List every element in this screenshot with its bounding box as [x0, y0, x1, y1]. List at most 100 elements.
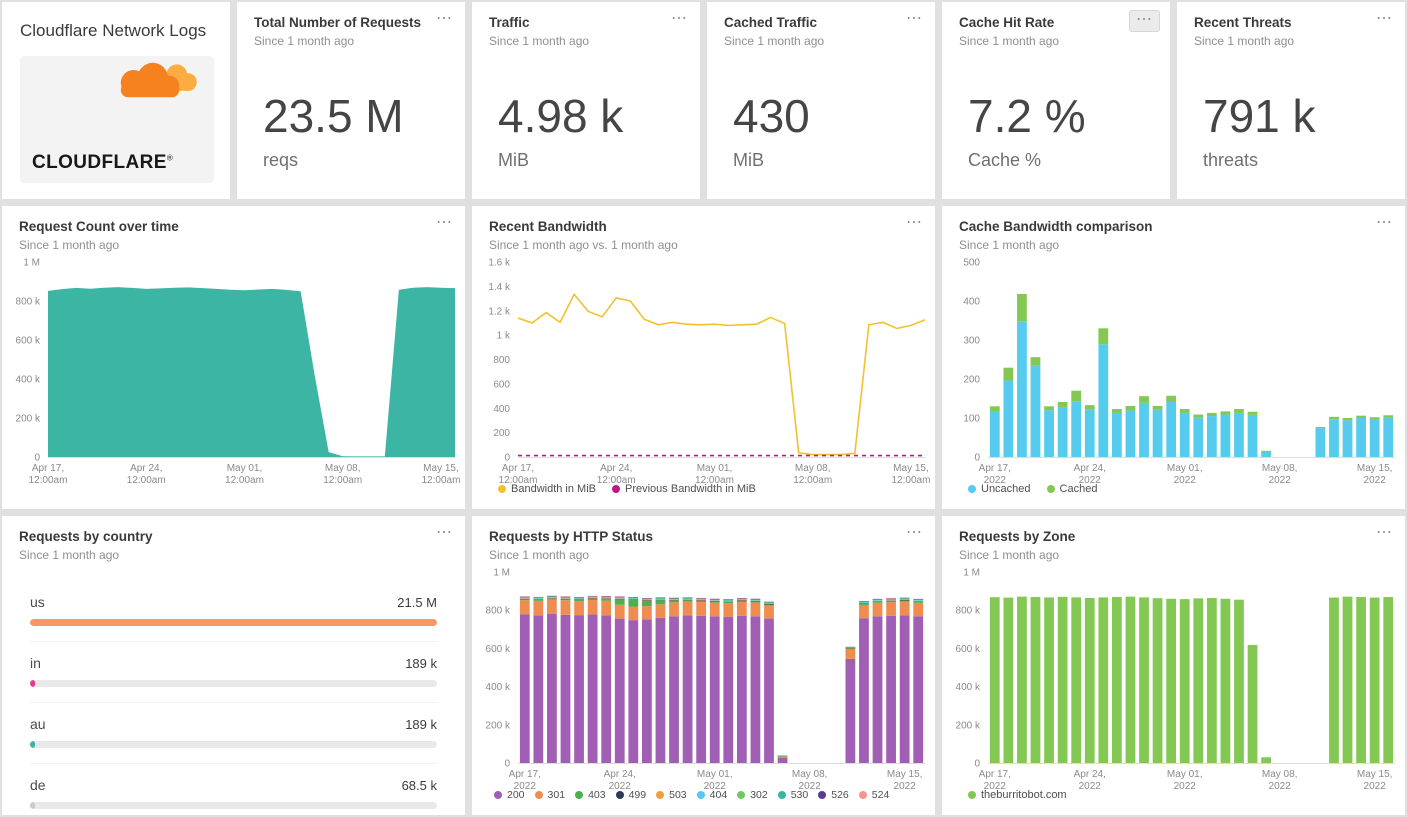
- stat-value: 791 k: [1203, 90, 1316, 142]
- requests-by-zone-chart[interactable]: 0 200 k 400 k 600 k 800 k 1 M Apr 17, 2022 Apr 2…: [942, 562, 1405, 792]
- svg-text:1.4 k: 1.4 k: [488, 282, 511, 293]
- legend-item[interactable]: 404: [696, 789, 728, 801]
- panel-cache-hit-rate: Cache Hit Rate Since 1 month ago ⋯ 7.2 %…: [942, 2, 1170, 199]
- legend-item[interactable]: 526: [818, 789, 849, 801]
- dashboard-title: Cloudflare Network Logs: [20, 21, 207, 40]
- legend-item[interactable]: theburritobot.com: [968, 789, 1067, 801]
- legend-label: 499: [628, 789, 647, 801]
- panel-menu-button[interactable]: ⋯: [906, 10, 923, 27]
- legend-item[interactable]: 503: [656, 789, 687, 801]
- cloudflare-logo: CLOUDFLARE®: [20, 56, 214, 183]
- legend-label: 301: [547, 789, 566, 801]
- svg-text:Apr 17,2022: Apr 17, 2022: [979, 463, 1011, 486]
- svg-text:600 k: 600 k: [956, 644, 981, 655]
- legend-label: 200: [507, 789, 525, 801]
- legend-item[interactable]: 301: [534, 789, 566, 801]
- http-status-chart[interactable]: 0 200 k 400 k 600 k 800 k 1 M Apr 17, 2022 Apr 2…: [472, 562, 935, 792]
- country-row: us 21.5 M: [30, 581, 437, 626]
- panel-requests-by-http-status: Requests by HTTP Status Since 1 month ag…: [472, 516, 935, 815]
- panel-subtitle: Since 1 month ago vs. 1 month ago: [489, 238, 678, 252]
- svg-text:May 01,2022: May 01, 2022: [697, 769, 733, 792]
- svg-text:200: 200: [493, 428, 510, 439]
- legend-label: 404: [709, 789, 728, 801]
- panel-menu-button[interactable]: ⋯: [1129, 10, 1160, 32]
- country-row: in 189 k: [30, 641, 437, 687]
- panel-subtitle: Since 1 month ago: [959, 34, 1060, 48]
- legend-item[interactable]: 524: [858, 789, 889, 801]
- svg-text:May 01,2022: May 01, 2022: [1167, 463, 1203, 486]
- panel-menu-button[interactable]: ⋯: [1376, 524, 1393, 541]
- panel-request-count: Request Count over time Since 1 month ag…: [2, 206, 465, 509]
- svg-text:1.6 k: 1.6 k: [488, 258, 511, 269]
- svg-text:600 k: 600 k: [486, 644, 511, 655]
- panel-title: Request Count over time: [19, 219, 179, 234]
- country-bar-track: [30, 619, 437, 626]
- country-bar-track: [30, 741, 437, 748]
- svg-text:May 08,2022: May 08, 2022: [1262, 769, 1298, 792]
- svg-text:800: 800: [493, 355, 510, 366]
- svg-text:May 15,2022: May 15, 2022: [1357, 769, 1393, 792]
- country-value: 68.5 k: [401, 778, 437, 793]
- panel-menu-button[interactable]: ⋯: [1376, 10, 1393, 27]
- panel-subtitle: Since 1 month ago: [1194, 34, 1295, 48]
- svg-text:600: 600: [493, 379, 510, 390]
- country-label: de: [30, 777, 46, 793]
- panel-menu-button[interactable]: ⋯: [436, 214, 453, 231]
- svg-text:300: 300: [963, 336, 980, 347]
- panel-menu-button[interactable]: ⋯: [906, 524, 923, 541]
- cache-bandwidth-chart[interactable]: 0 100 200 300 400 500 Apr 17, 2022 Apr 24, 2022 Ma…: [942, 252, 1405, 486]
- legend-item[interactable]: 200: [494, 789, 525, 801]
- panel-subtitle: Since 1 month ago: [489, 548, 590, 562]
- legend-dot-icon: [858, 791, 867, 799]
- svg-text:May 08,12:00am: May 08, 12:00am: [793, 463, 832, 486]
- legend-item[interactable]: 499: [615, 789, 647, 801]
- legend-item[interactable]: Bandwidth in MiB: [498, 483, 596, 495]
- panel-menu-button[interactable]: ⋯: [436, 10, 453, 27]
- svg-text:Apr 17,12:00am: Apr 17, 12:00am: [29, 463, 68, 486]
- stat-unit: MiB: [733, 150, 764, 170]
- stat-unit: Cache %: [968, 150, 1042, 170]
- panel-requests-by-zone: Requests by Zone Since 1 month ago ⋯ 0 20…: [942, 516, 1405, 815]
- svg-text:May 15,2022: May 15, 2022: [887, 769, 923, 792]
- legend-item[interactable]: 403: [575, 789, 606, 801]
- legend-item[interactable]: Cached: [1046, 483, 1097, 495]
- panel-subtitle: Since 1 month ago: [959, 238, 1060, 252]
- panel-menu-button[interactable]: ⋯: [1376, 214, 1393, 231]
- legend-dot-icon: [737, 791, 746, 799]
- svg-text:400: 400: [963, 297, 980, 308]
- svg-text:Apr 17,2022: Apr 17, 2022: [509, 769, 541, 792]
- svg-text:Apr 24,2022: Apr 24, 2022: [1074, 463, 1106, 486]
- panel-menu-button[interactable]: ⋯: [906, 214, 923, 231]
- chart-legend: Bandwidth in MiB Previous Bandwidth in Mi…: [472, 479, 935, 509]
- svg-text:May 15,12:00am: May 15, 12:00am: [422, 463, 461, 486]
- legend-dot-icon: [696, 791, 705, 799]
- legend-item[interactable]: Uncached: [968, 483, 1031, 495]
- panel-menu-button[interactable]: ⋯: [671, 10, 688, 27]
- country-value: 189 k: [405, 656, 437, 671]
- panel-menu-button[interactable]: ⋯: [436, 524, 453, 541]
- legend-label: theburritobot.com: [981, 789, 1067, 801]
- svg-text:800 k: 800 k: [16, 297, 41, 308]
- panel-traffic: Traffic Since 1 month ago ⋯ 4.98 k MiB: [472, 2, 700, 199]
- svg-text:May 08,12:00am: May 08, 12:00am: [323, 463, 362, 486]
- middle-row: Request Count over time Since 1 month ag…: [2, 206, 1405, 509]
- country-value: 189 k: [405, 717, 437, 732]
- cloudflare-wordmark: CLOUDFLARE®: [32, 152, 174, 173]
- legend-label: 503: [669, 789, 687, 801]
- legend-item[interactable]: Previous Bandwidth in MiB: [612, 483, 756, 495]
- stat-unit: MiB: [498, 150, 529, 170]
- country-row: de 68.5 k: [30, 763, 437, 809]
- legend-item[interactable]: 530: [777, 789, 808, 801]
- legend-dot-icon: [1046, 485, 1055, 493]
- legend-label: Bandwidth in MiB: [511, 483, 596, 495]
- legend-label: Previous Bandwidth in MiB: [625, 483, 756, 495]
- bottom-row: Requests by country Since 1 month ago ⋯ …: [2, 516, 1405, 815]
- legend-label: 526: [831, 789, 849, 801]
- request-count-chart[interactable]: 0 200 k 400 k 600 k 800 k 1 M Apr 17, 12:00am Ap…: [2, 252, 465, 491]
- svg-text:100: 100: [963, 414, 980, 425]
- legend-label: 302: [750, 789, 768, 801]
- chart-bottom-spacer: [2, 491, 465, 509]
- recent-bandwidth-chart[interactable]: 0 200 400 600 800 1 k 1.2 k 1.4 k 1.6 k Apr 17, 12…: [472, 252, 935, 487]
- legend-item[interactable]: 302: [737, 789, 768, 801]
- panel-subtitle: Since 1 month ago: [724, 34, 825, 48]
